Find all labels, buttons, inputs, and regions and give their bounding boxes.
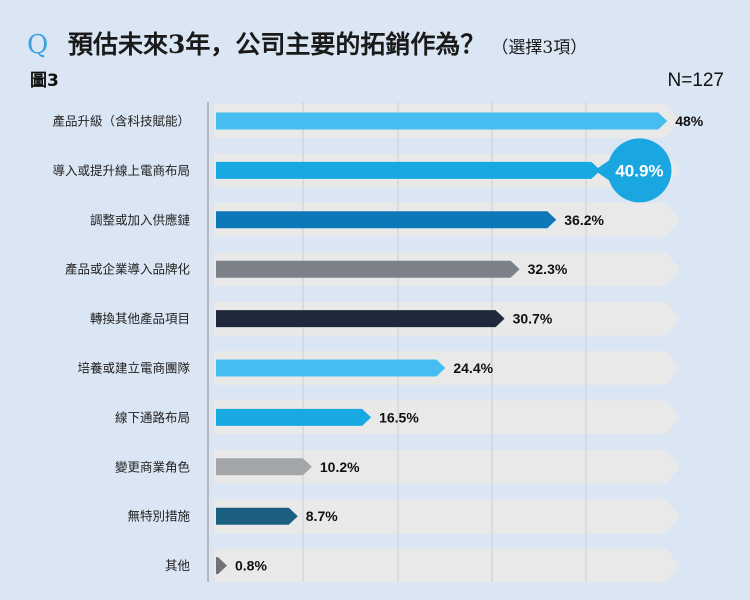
bar [216, 260, 520, 278]
chart-title-text: 預估未來3年，公司主要的拓銷作為？ [68, 30, 486, 59]
sample-size: N=127 [667, 70, 724, 91]
bar [216, 458, 312, 476]
bar [216, 359, 446, 377]
value-labels: 48% 40.9% 36.2% 32.3% 30.7% 24.4% 16.5% 10.2% 8.… [235, 113, 704, 574]
question-mark-label: Q [27, 30, 49, 60]
value-label: 8.7% [306, 508, 338, 524]
bars [216, 112, 668, 575]
bar [216, 507, 298, 525]
category-labels: 產品升級（含科技賦能） 導入或提升線上電商布局調整或加入供應鏈產品或企業導入品牌化… [52, 114, 190, 574]
category-label: 其他 [165, 558, 191, 573]
bar [216, 310, 505, 328]
category-label: 線下通路布局 [115, 410, 190, 425]
bar [216, 112, 668, 130]
value-label: 48% [675, 113, 704, 129]
bar-track [214, 499, 680, 534]
bar [216, 408, 372, 426]
bar [216, 161, 601, 179]
category-label: 導入或提升線上電商布局 [52, 163, 190, 178]
value-label: 36.2% [564, 212, 604, 228]
category-label: 無特別措施 [127, 509, 190, 524]
bar-track [214, 548, 680, 583]
category-label: 轉換其他產品項目 [90, 311, 190, 326]
category-label: 培養或建立電商團隊 [77, 361, 190, 376]
highlight-circle [607, 138, 672, 203]
value-label: 10.2% [320, 459, 360, 475]
bar [216, 211, 557, 229]
value-label: 0.8% [235, 558, 267, 574]
value-label: 16.5% [379, 409, 419, 425]
category-label: 變更商業角色 [115, 459, 191, 474]
bar-track [214, 449, 680, 484]
value-label: 32.3% [528, 261, 568, 277]
value-label: 30.7% [513, 311, 553, 327]
category-label: 產品或企業導入品牌化 [65, 262, 191, 277]
bar [216, 557, 227, 575]
grid-lines [207, 102, 587, 582]
chart-title: 預估未來3年，公司主要的拓銷作為？ （選擇3項） [68, 30, 587, 63]
value-label: 40.9% [615, 161, 663, 180]
chart-title-note: （選擇3項） [491, 38, 588, 58]
chart-header: Q 預估未來3年，公司主要的拓銷作為？ （選擇3項） 圖3 N=127 [0, 0, 750, 100]
category-label: 產品升級（含科技賦能） [52, 114, 190, 129]
figure-label: 圖3 [30, 71, 59, 91]
category-label: 調整或加入供應鏈 [90, 212, 191, 227]
value-label: 24.4% [453, 360, 493, 376]
